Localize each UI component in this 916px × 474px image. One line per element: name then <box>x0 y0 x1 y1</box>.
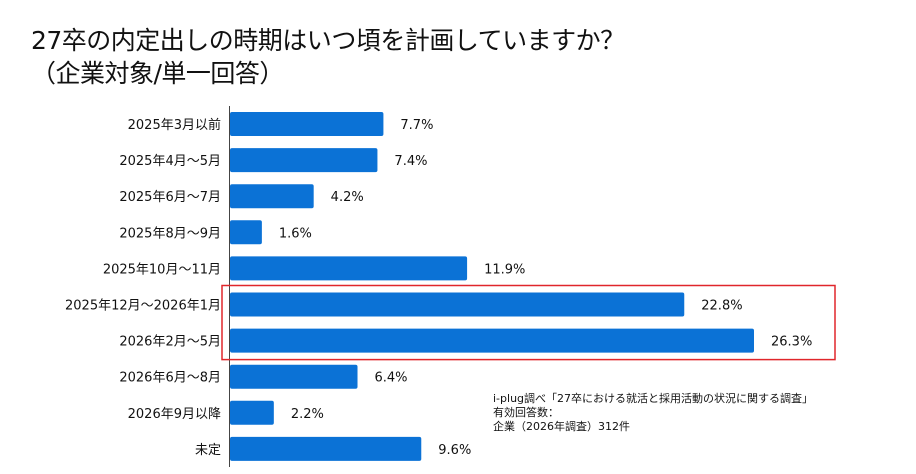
bar <box>230 400 274 425</box>
highlight-box <box>221 284 836 361</box>
value-label: 9.6% <box>438 443 471 458</box>
value-label: 7.7% <box>400 118 433 133</box>
bar <box>230 292 685 317</box>
category-label: 2025年3月以前 <box>128 117 221 133</box>
category-label: 2026年6月～8月 <box>119 371 221 386</box>
category-label: 2026年2月～5月 <box>119 335 221 350</box>
bar <box>230 256 468 281</box>
category-label: 2025年10月～11月 <box>103 262 221 277</box>
source-note-line: 有効回答数： <box>493 406 559 419</box>
value-label: 4.2% <box>331 190 364 205</box>
source-note: i-plug調べ「27卒における就活と採用活動の状況に関する調査」 有効回答数：… <box>493 392 813 434</box>
category-label: 2025年8月～9月 <box>119 226 221 241</box>
chart-title: 27卒の内定出しの時期はいつ頃を計画していますか？ （企業対象/単一回答） <box>31 26 625 88</box>
source-note-line: 企業（2026年調査）312件 <box>493 420 630 433</box>
bar <box>230 220 262 245</box>
bar <box>230 184 314 209</box>
value-label: 2.2% <box>291 407 324 422</box>
value-label: 11.9% <box>484 262 525 277</box>
bar <box>230 112 384 136</box>
category-label: 2025年12月～2026年1月 <box>65 299 221 314</box>
bar <box>230 436 422 461</box>
value-label: 26.3% <box>771 335 812 350</box>
value-label: 7.4% <box>394 154 427 169</box>
category-label: 未定 <box>195 443 221 458</box>
bar <box>230 364 358 389</box>
value-label: 22.8% <box>701 299 742 314</box>
bar <box>230 328 754 353</box>
source-note-line: i-plug調べ「27卒における就活と採用活動の状況に関する調査」 <box>493 392 814 405</box>
category-label: 2026年9月以降 <box>128 407 221 422</box>
value-label: 6.4% <box>375 371 408 386</box>
category-label: 2025年6月～7月 <box>119 190 221 205</box>
category-label: 2025年4月～5月 <box>119 154 221 169</box>
bar <box>230 148 378 173</box>
value-label: 1.6% <box>279 226 312 241</box>
